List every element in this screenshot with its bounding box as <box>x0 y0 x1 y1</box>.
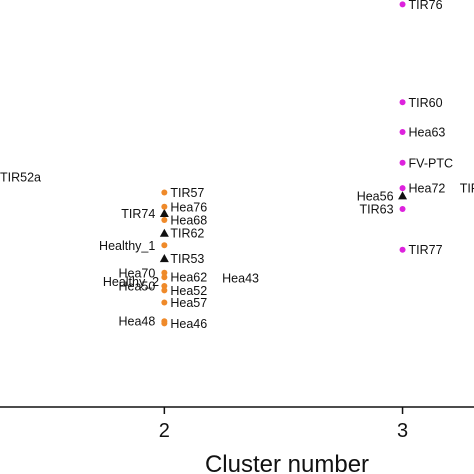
label-tir74: TIR74 <box>121 207 155 221</box>
text-label-tif: TIF <box>460 182 474 196</box>
label-hea62: Hea62 <box>170 271 207 285</box>
point-tir60 <box>399 99 406 106</box>
label-tir76: TIR76 <box>409 0 443 12</box>
label-tir63: TIR63 <box>359 203 393 217</box>
label-hea70: Hea70 <box>119 266 156 280</box>
label-hea68: Hea68 <box>170 214 207 228</box>
label-fv-ptc: FV-PTC <box>409 156 453 170</box>
label-healthy-1: Healthy_1 <box>99 239 155 253</box>
point-tir77 <box>399 246 406 253</box>
text-label-hea43: Hea43 <box>222 272 259 286</box>
point-tir63 <box>399 206 406 212</box>
point-hea76 <box>161 203 168 210</box>
point-fv-ptc <box>399 159 406 166</box>
point-hea62 <box>161 274 168 281</box>
label-hea50: Hea50 <box>119 280 156 294</box>
point-hea68 <box>161 217 168 223</box>
label-tir57: TIR57 <box>170 186 204 200</box>
label-hea72: Hea72 <box>409 182 446 196</box>
point-hea70 <box>161 269 168 276</box>
label-hea57: Hea57 <box>170 296 207 310</box>
data-points <box>159 1 408 327</box>
point-tir76 <box>399 1 406 8</box>
label-hea52: Hea52 <box>170 284 207 298</box>
text-label-tir52a: TIR52a <box>0 171 41 185</box>
x-tick-label-3: 3 <box>397 420 408 442</box>
label-tir77: TIR77 <box>409 243 443 257</box>
label-tir60: TIR60 <box>409 96 443 110</box>
point-tir74 <box>159 208 169 217</box>
point-healthy-1 <box>161 242 168 249</box>
point-hea50 <box>161 283 168 289</box>
label-hea63: Hea63 <box>409 126 446 140</box>
point-tir62 <box>159 228 169 237</box>
point-hea46 <box>161 320 168 327</box>
point-hea72 <box>399 185 406 192</box>
point-tir53 <box>159 254 169 263</box>
label-hea46: Hea46 <box>170 317 207 331</box>
label-tir62: TIR62 <box>170 227 204 241</box>
label-hea48: Hea48 <box>119 315 156 329</box>
label-hea76: Hea76 <box>170 200 207 214</box>
point-tir57 <box>161 189 168 196</box>
text-label-healthy-2: Healthy_2 <box>103 275 159 289</box>
label-tir53: TIR53 <box>170 252 204 266</box>
label-hea56: Hea56 <box>357 189 394 203</box>
point-hea52 <box>161 287 168 294</box>
point-hea56 <box>398 191 408 200</box>
x-axis-title: Cluster number <box>205 451 369 474</box>
point-hea57 <box>161 299 168 306</box>
x-tick-label-2: 2 <box>159 420 170 442</box>
point-hea63 <box>399 129 406 135</box>
